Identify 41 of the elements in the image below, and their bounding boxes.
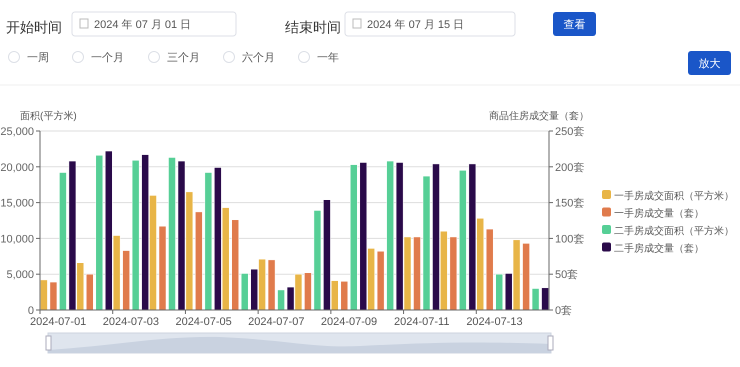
legend-label: 一手房成交面积（平方米） bbox=[614, 190, 734, 202]
legend-label: 二手房成交量（套） bbox=[614, 242, 704, 254]
x-tick-label: 2024-07-01 bbox=[30, 316, 86, 328]
y2-tick-label: 200套 bbox=[555, 162, 584, 174]
bar bbox=[204, 172, 212, 310]
y2-tick-label: 0套 bbox=[555, 305, 572, 317]
y-tick-label: 10,000 bbox=[0, 233, 34, 246]
bar bbox=[96, 155, 104, 310]
y2-tick-label: 250套 bbox=[555, 126, 584, 138]
bar bbox=[495, 274, 503, 310]
y2-tick-label: 100套 bbox=[555, 233, 584, 246]
bar bbox=[132, 160, 140, 310]
bar bbox=[386, 160, 394, 310]
legend-label: 一手房成交量（套） bbox=[614, 208, 704, 220]
y-tick-label: 25,000 bbox=[0, 126, 34, 138]
bar bbox=[195, 212, 203, 310]
y-tick-label: 0 bbox=[28, 305, 34, 317]
x-tick-label: 2024-07-03 bbox=[102, 316, 160, 328]
y-tick-label: 20,000 bbox=[0, 162, 34, 174]
y2-axis-title: 商品住房成交量（套） bbox=[489, 110, 589, 122]
bar bbox=[459, 170, 467, 310]
bar bbox=[86, 274, 94, 310]
y2-tick-label: 150套 bbox=[555, 198, 584, 210]
bar bbox=[340, 281, 348, 310]
y-tick-label: 15,000 bbox=[0, 198, 34, 210]
bar bbox=[450, 236, 458, 310]
bar bbox=[376, 251, 384, 310]
x-tick-label: 2024-07-05 bbox=[175, 316, 232, 328]
x-tick-label: 2024-07-07 bbox=[248, 316, 304, 328]
y2-tick-label: 50套 bbox=[555, 269, 578, 282]
bar bbox=[486, 228, 494, 310]
y-tick-label: 5,000 bbox=[6, 269, 34, 282]
x-tick-label: 2024-07-09 bbox=[320, 316, 378, 328]
x-tick-label: 2024-07-11 bbox=[394, 316, 450, 328]
bar bbox=[350, 164, 358, 310]
legend-label: 二手房成交面积（平方米） bbox=[614, 225, 734, 237]
y-axis-title: 面积(平方米) bbox=[20, 110, 77, 122]
x-tick-label: 2024-07-13 bbox=[466, 316, 523, 328]
bar bbox=[122, 250, 130, 310]
bar bbox=[240, 273, 248, 310]
bar bbox=[231, 220, 239, 310]
